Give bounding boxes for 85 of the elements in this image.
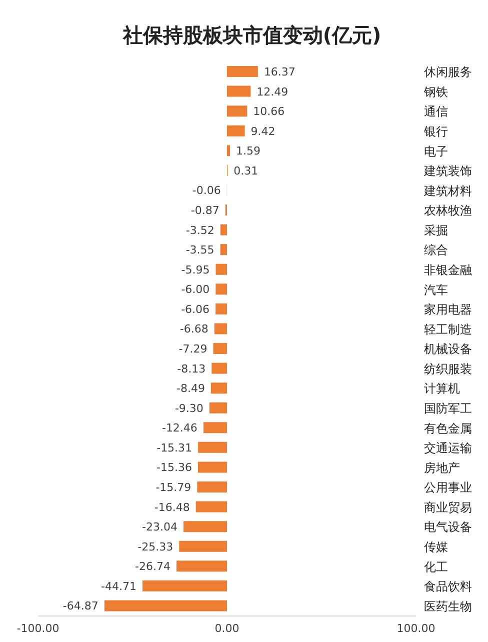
bar [216,264,227,275]
data-label: 9.42 [250,124,276,138]
y-tick-label: 建筑材料 [423,184,472,198]
data-label: -0.06 [192,184,221,198]
x-tick-label: 100.00 [396,622,436,635]
y-tick-label: 汽车 [424,282,448,297]
bar [220,224,227,236]
data-label: -5.95 [181,263,210,276]
data-label: -6.06 [181,302,210,316]
bar [227,106,248,117]
data-label: -0.87 [190,204,220,217]
bar [216,303,227,314]
y-tick-label: 非银金融 [424,263,472,278]
data-label: 1.59 [236,144,261,158]
y-tick-label: 机械设备 [424,342,472,356]
data-label: -6.00 [181,283,210,296]
data-label: -15.36 [156,461,192,474]
y-tick-label: 通信 [424,104,448,119]
data-label: -25.33 [138,540,174,554]
bar [209,402,227,414]
y-tick-label: 传媒 [424,540,448,554]
data-label: -16.48 [154,500,190,514]
data-label: -7.29 [178,342,208,356]
bar [183,521,227,532]
y-tick-label: 电子 [424,144,448,158]
y-tick-label: 有色金属 [424,421,472,436]
data-label: -44.71 [101,580,136,593]
data-label: -12.46 [162,422,198,435]
data-label: -3.55 [186,244,214,257]
bar [227,66,258,77]
bar [212,362,227,374]
y-tick-label: 家用电器 [424,302,472,317]
y-tick-label: 房地产 [424,460,460,475]
y-tick-label: 公用事业 [424,480,472,495]
data-label: -26.74 [134,560,170,574]
bar [213,343,227,354]
data-label: 12.49 [256,85,288,98]
bar [227,145,230,156]
data-label: -8.13 [177,362,206,376]
data-label: 16.37 [264,66,296,78]
y-tick-label: 农林牧渔 [424,204,472,218]
bar [216,284,227,295]
y-tick-label: 轻工制造 [424,322,472,336]
data-label: -3.52 [186,224,214,237]
bar [220,244,227,256]
y-tick-label: 商业贸易 [424,500,472,514]
y-tick-label: 综合 [424,243,448,258]
x-tick-label: -100.00 [16,622,60,635]
bar [179,540,227,552]
bar [176,560,227,572]
bar [210,382,227,394]
bar [227,125,245,136]
bar [203,422,227,434]
data-label: -8.49 [176,382,205,396]
y-tick-label: 建筑装饰 [423,164,472,178]
bar [198,442,227,453]
data-label: -15.31 [156,441,192,454]
data-label: 0.31 [234,164,258,178]
chart-title: 社保持股板块市值变动(亿元) [122,22,382,49]
data-label: -64.87 [62,600,98,613]
bar [142,580,227,592]
y-tick-label: 医药生物 [424,599,472,614]
y-tick-label: 交通运输 [424,441,472,456]
y-tick-label: 纺织服装 [424,362,472,376]
y-tick-label: 电气设备 [424,520,472,534]
data-label: -23.04 [142,520,178,534]
y-tick-label: 国防军工 [424,402,472,416]
bar [214,323,227,334]
data-label: -6.68 [180,322,208,336]
y-tick-label: 休闲服务 [424,65,472,80]
bar [197,482,227,492]
bar [104,600,227,612]
bar [198,462,227,473]
data-label: -9.30 [174,402,204,415]
data-label: 10.66 [253,105,285,118]
y-tick-label: 银行 [423,124,448,139]
y-tick-label: 计算机 [424,382,460,396]
y-tick-label: 采掘 [424,223,448,238]
y-tick-label: 化工 [424,560,448,574]
data-label: -15.79 [156,481,192,494]
bar [196,501,227,512]
y-tick-label: 钢铁 [423,84,448,99]
y-tick-label: 食品饮料 [424,580,472,594]
x-tick-label: 0.00 [214,622,240,635]
bar [227,86,251,97]
